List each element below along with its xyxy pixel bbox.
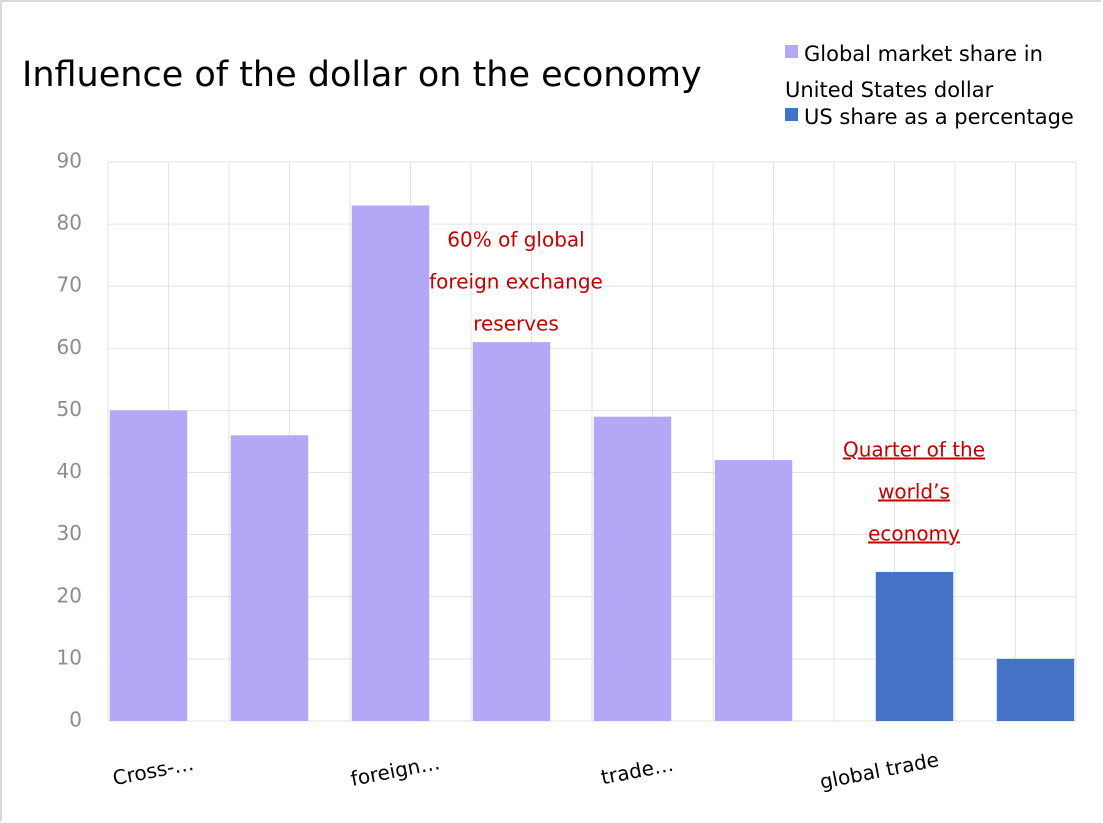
y-tick-label: 50 [57, 397, 82, 421]
y-tick-label: 40 [57, 459, 82, 483]
bar [230, 435, 309, 721]
annotation: world’s [878, 480, 950, 504]
y-tick-label: 20 [57, 583, 82, 607]
y-tick-label: 70 [57, 273, 82, 297]
bar [714, 460, 793, 721]
y-tick-label: 30 [57, 521, 82, 545]
legend-swatch [785, 45, 798, 58]
x-tick-label: Cross-… [111, 751, 196, 790]
y-tick-label: 90 [57, 149, 82, 173]
x-tick-label: global trade [818, 747, 941, 794]
x-tick-label: trade… [599, 752, 676, 790]
legend-label: US share as a percentage [804, 105, 1074, 129]
annotation: Quarter of the [843, 438, 985, 462]
bar [875, 571, 954, 721]
y-tick-label: 0 [69, 708, 82, 732]
legend-item: US share as a percentage [785, 103, 1103, 131]
bar [109, 410, 188, 721]
x-tick-label: foreign… [349, 750, 442, 791]
annotation: reserves [473, 312, 559, 336]
annotation: 60% of global [447, 228, 584, 252]
y-tick-label: 10 [57, 645, 82, 669]
chart-title: Influence of the dollar on the economy [22, 55, 702, 95]
y-tick-label: 80 [57, 211, 82, 235]
annotation: foreign exchange [429, 270, 603, 294]
annotation: economy [868, 522, 960, 546]
legend-label: Global market share in United States dol… [785, 42, 1043, 102]
legend-item: Global market share in United States dol… [785, 36, 1085, 108]
bar [351, 205, 430, 721]
legend-swatch [785, 108, 798, 121]
bar [472, 342, 551, 721]
bar [996, 658, 1075, 721]
y-tick-label: 60 [57, 335, 82, 359]
bar [593, 416, 672, 721]
